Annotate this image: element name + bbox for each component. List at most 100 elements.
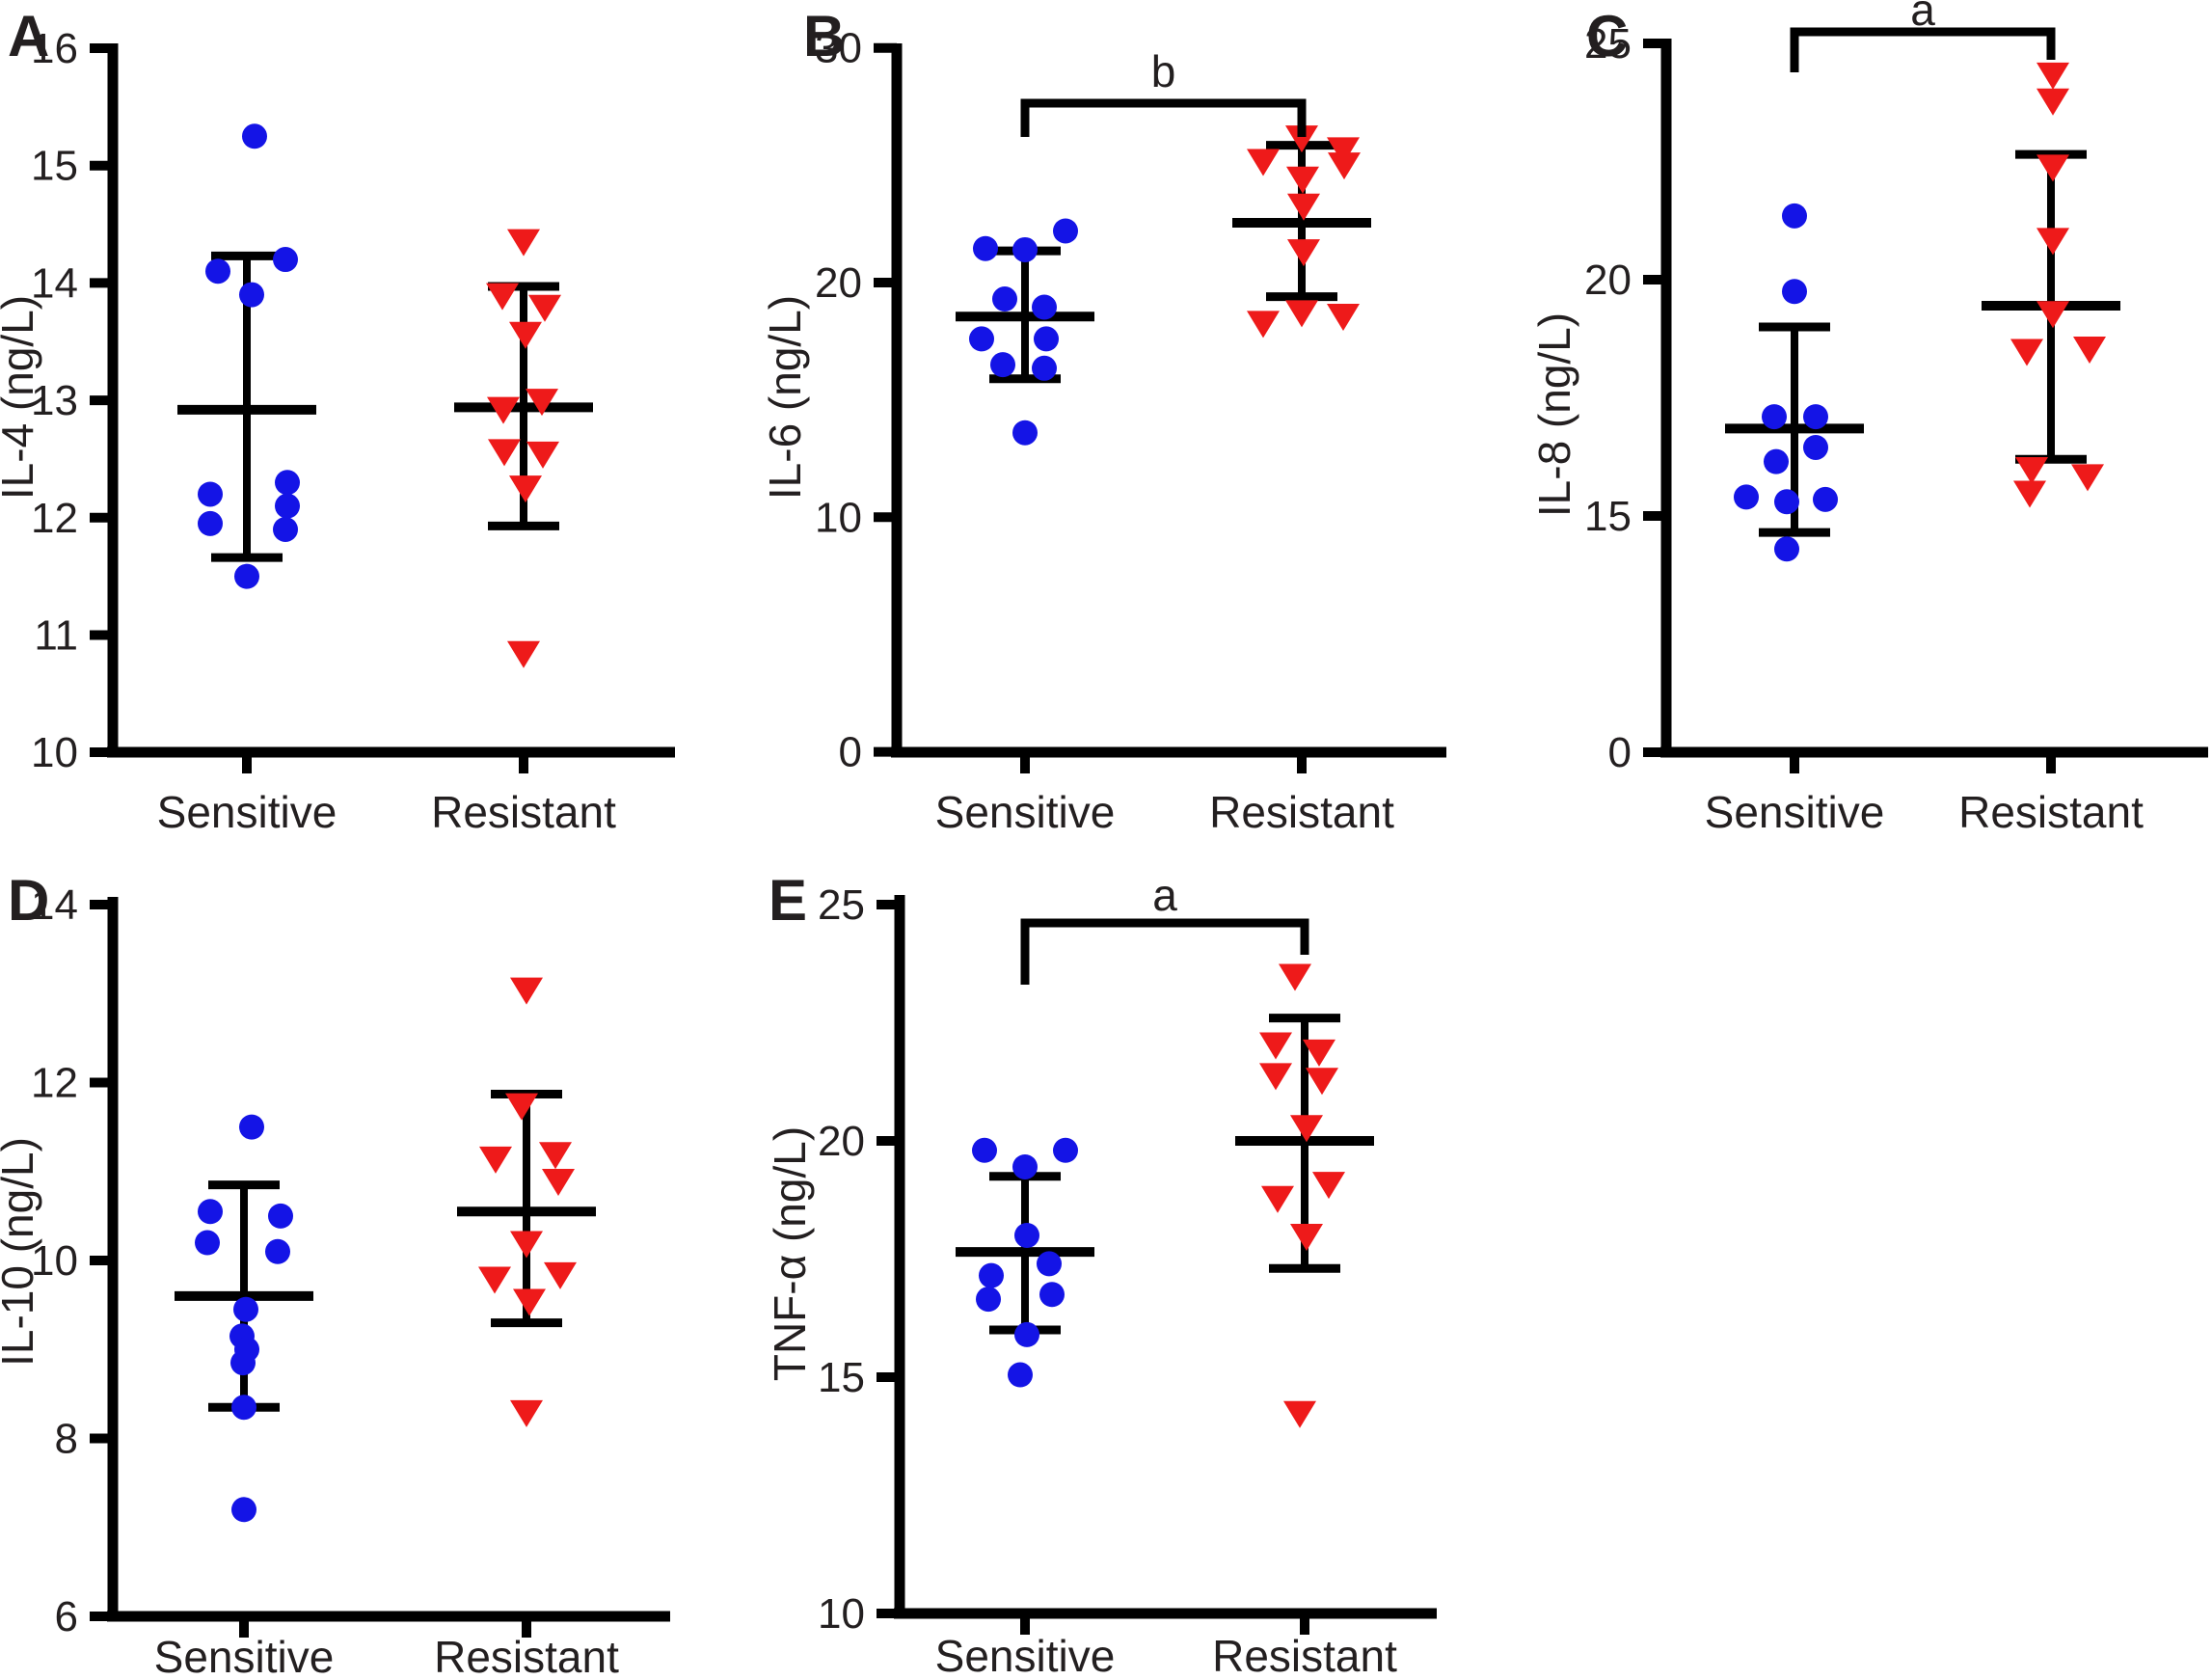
significance-bracket <box>1790 27 2056 72</box>
group-label-sensitive: Sensitive <box>1705 787 1885 837</box>
data-point-resistant <box>507 229 540 257</box>
data-point-sensitive <box>268 1203 293 1229</box>
panel-letter: B <box>803 4 845 68</box>
group-label-sensitive: Sensitive <box>935 787 1116 837</box>
y-tick-label: 10 <box>31 729 78 776</box>
error-bar-sensitive <box>956 246 1094 384</box>
y-tick-label: 30 <box>815 25 862 72</box>
points-sensitive <box>972 1137 1078 1388</box>
data-point-resistant <box>1285 300 1318 328</box>
data-point-resistant <box>510 977 543 1005</box>
data-point-sensitive <box>1803 434 1828 460</box>
data-point-sensitive <box>1774 536 1799 562</box>
data-point-resistant <box>2015 457 2048 484</box>
data-point-sensitive <box>1032 355 1057 381</box>
data-point-resistant <box>2037 301 2069 329</box>
points-sensitive <box>969 218 1078 446</box>
y-axis-title: TNF-α (ng/L) <box>765 1126 815 1381</box>
data-point-sensitive <box>1012 1153 1038 1179</box>
group-label-resistant: Resistant <box>1209 787 1394 837</box>
y-tick-label: 16 <box>31 25 78 72</box>
data-point-resistant <box>1261 1185 1294 1213</box>
group-label-resistant: Resistant <box>434 1632 619 1680</box>
data-point-sensitive <box>1014 1223 1039 1248</box>
data-point-sensitive <box>1782 203 1807 229</box>
data-point-resistant <box>1287 239 1320 267</box>
data-point-sensitive <box>1762 404 1787 430</box>
points-sensitive <box>198 123 300 589</box>
data-point-sensitive <box>234 563 259 589</box>
data-point-sensitive <box>976 1287 1001 1313</box>
y-tick-label: 20 <box>815 259 862 307</box>
y-tick-label: 13 <box>31 377 78 424</box>
data-point-sensitive <box>1039 1282 1065 1308</box>
points-sensitive <box>1734 203 1838 562</box>
panel-A: A16 15 14 13 12 11 10 IL-4 (ng/L) Sensitive Resis… <box>0 4 675 837</box>
y-tick-label: 15 <box>31 143 78 190</box>
data-point-sensitive <box>973 235 998 261</box>
data-point-sensitive <box>205 258 230 285</box>
data-point-resistant <box>510 1231 543 1259</box>
y-tick-label: 15 <box>818 1354 865 1401</box>
y-tick-label: 20 <box>1584 257 1632 304</box>
data-point-resistant <box>1247 149 1280 176</box>
data-point-sensitive <box>230 1350 256 1376</box>
data-point-resistant <box>1286 166 1319 194</box>
y-tick-label: 12 <box>31 495 78 542</box>
data-point-sensitive <box>239 1114 264 1140</box>
data-point-sensitive <box>242 123 267 149</box>
panel-letter: C <box>1586 4 1628 68</box>
y-tick-label: 10 <box>31 1237 78 1285</box>
y-tick-label: 0 <box>839 729 862 776</box>
data-point-sensitive <box>1014 1321 1039 1347</box>
data-point-sensitive <box>1053 1137 1078 1163</box>
y-tick-label: 14 <box>31 881 78 929</box>
data-point-resistant <box>505 1093 538 1121</box>
points-resistant <box>2010 62 2106 508</box>
data-point-resistant <box>2071 464 2104 492</box>
panel-E: E 25 20 15 10 TNF-α (ng/L) Sensitive Resistant a <box>765 868 1437 1680</box>
data-point-sensitive <box>1037 1251 1062 1277</box>
data-point-sensitive <box>273 247 298 273</box>
data-point-resistant <box>479 1146 512 1174</box>
data-point-resistant <box>2037 228 2069 256</box>
group-label-resistant: Resistant <box>1212 1631 1397 1680</box>
data-point-resistant <box>1327 304 1360 332</box>
data-point-sensitive <box>265 1238 290 1264</box>
data-point-resistant <box>526 441 559 469</box>
data-point-resistant <box>1259 1063 1292 1091</box>
data-point-sensitive <box>1782 279 1807 305</box>
y-tick-label: 8 <box>55 1416 78 1463</box>
data-point-resistant <box>2037 88 2069 116</box>
data-point-resistant <box>1290 1224 1323 1251</box>
data-point-sensitive <box>273 516 298 542</box>
data-point-resistant <box>510 1399 543 1427</box>
data-point-resistant <box>513 1288 546 1316</box>
significance-bracket <box>1020 98 1307 137</box>
panel-B: B30 20 10 0 IL-6 (ng/L) Sensitive Resistant b <box>760 4 1446 837</box>
data-point-sensitive <box>992 286 1017 312</box>
y-tick-label: 14 <box>31 259 78 307</box>
data-point-resistant <box>1303 1039 1335 1067</box>
data-point-sensitive <box>198 1199 223 1225</box>
points-resistant <box>1259 963 1345 1428</box>
panel-C: C25 20 15 0 IL-8 (ng/L) Sensitive Resistant a <box>1529 0 2208 837</box>
y-tick-label: 11 <box>34 612 78 660</box>
error-bar-resistant <box>457 1089 596 1328</box>
data-point-resistant <box>2013 480 2046 508</box>
data-point-sensitive <box>231 1395 256 1421</box>
data-point-sensitive <box>979 1262 1004 1288</box>
data-point-resistant <box>1279 963 1311 991</box>
data-point-sensitive <box>1012 236 1038 262</box>
y-axis-title: IL-8 (ng/L) <box>1529 312 1579 517</box>
data-point-resistant <box>1287 193 1320 221</box>
panel-D: D14 12 10 8 6 IL-10 (ng/L) Sensitive Resistant <box>0 868 670 1680</box>
data-point-sensitive <box>275 493 300 519</box>
panel-letter: E <box>769 868 807 933</box>
data-point-resistant <box>1290 1115 1323 1143</box>
data-point-resistant <box>509 321 542 349</box>
panel-letter: D <box>8 868 49 933</box>
data-point-sensitive <box>1053 218 1078 244</box>
data-point-sensitive <box>1032 294 1057 320</box>
